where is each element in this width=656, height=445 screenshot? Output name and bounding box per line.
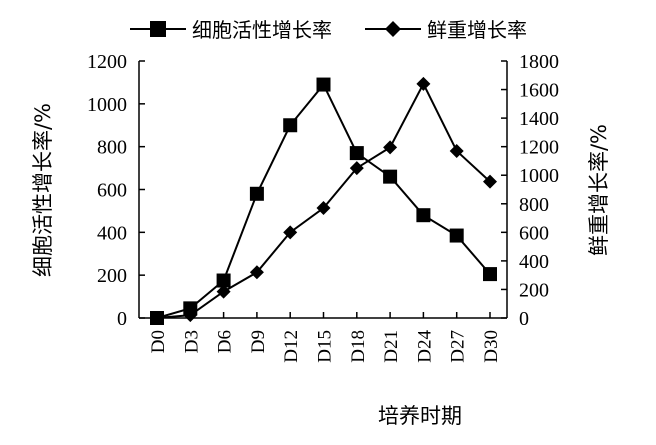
fresh-weight-point <box>316 201 331 216</box>
series-layer <box>150 76 497 325</box>
fresh-weight-point <box>249 265 264 280</box>
right-tick-label: 200 <box>519 279 549 301</box>
x-category-label: D27 <box>448 330 469 363</box>
x-category-label: D15 <box>315 330 336 363</box>
cell-activity-point <box>216 273 231 288</box>
fresh-weight-point <box>416 76 431 91</box>
series-line-fresh-weight <box>156 81 491 319</box>
x-axis-title: 培养时期 <box>378 404 462 428</box>
left-tick-label: 800 <box>97 137 127 159</box>
left-tick-label: 0 <box>117 308 127 330</box>
fresh-weight-point <box>449 143 464 158</box>
left-tick-label: 1000 <box>87 94 127 116</box>
fresh-weight-point <box>216 284 231 299</box>
right-tick-label: 1600 <box>519 80 559 102</box>
x-category-label: D18 <box>348 330 369 363</box>
legend: 细胞活性增长率 鲜重增长率 <box>130 18 527 42</box>
cell-activity-point <box>383 169 398 184</box>
left-tick-label: 1200 <box>87 51 127 73</box>
fresh-weight-point <box>349 161 364 176</box>
legend-diamond-marker <box>385 21 401 37</box>
cell-activity-point <box>416 208 431 223</box>
left-tick-label: 200 <box>97 265 127 287</box>
fresh-weight-point <box>383 140 398 155</box>
right-tick-label: 0 <box>519 308 529 330</box>
right-tick-label: 1400 <box>519 108 559 130</box>
cell-activity-point <box>349 146 364 161</box>
legend-label-cell-activity: 细胞活性增长率 <box>192 18 332 42</box>
right-tick-label: 400 <box>519 251 549 273</box>
right-tick-label: 600 <box>519 222 549 244</box>
fresh-weight-point <box>283 225 298 240</box>
left-tick-label: 400 <box>97 222 127 244</box>
cell-activity-point <box>449 228 464 243</box>
x-category-label: D9 <box>248 330 269 353</box>
right-y-ticks: 0 200 400 600 800 1000 1200 1400 1600 1800 <box>501 51 559 330</box>
left-axis-title: 细胞活性增长率/% <box>31 103 55 277</box>
cell-activity-point <box>249 186 264 201</box>
x-category-label: D30 <box>481 330 502 363</box>
x-category-label: D24 <box>414 330 435 363</box>
fresh-weight-point <box>483 174 497 189</box>
fresh-weight-point <box>183 308 198 323</box>
x-axis-ticks: D0 D3 D6 D9 D12 D15 D18 D21 D24 D27 D30 <box>148 312 502 363</box>
left-tick-label: 600 <box>97 180 127 202</box>
right-tick-label: 1800 <box>519 51 559 73</box>
right-tick-label: 1000 <box>519 165 559 187</box>
legend-label-fresh-weight: 鲜重增长率 <box>427 18 527 42</box>
legend-square-marker <box>150 21 166 37</box>
x-category-label: D21 <box>381 330 402 363</box>
fresh-weight-point <box>150 311 164 325</box>
cell-activity-point <box>483 267 497 282</box>
right-tick-label: 1200 <box>519 137 559 159</box>
x-category-label: D6 <box>215 330 236 353</box>
left-y-ticks: 0 200 400 600 800 1000 1200 <box>87 51 145 330</box>
cell-activity-point <box>316 77 331 92</box>
cell-activity-point <box>283 118 298 133</box>
x-category-label: D3 <box>181 330 202 353</box>
x-category-label: D12 <box>281 330 302 363</box>
right-tick-label: 800 <box>519 194 549 216</box>
x-category-label: D0 <box>148 330 169 353</box>
right-axis-title: 鲜重增长率/% <box>587 124 611 256</box>
